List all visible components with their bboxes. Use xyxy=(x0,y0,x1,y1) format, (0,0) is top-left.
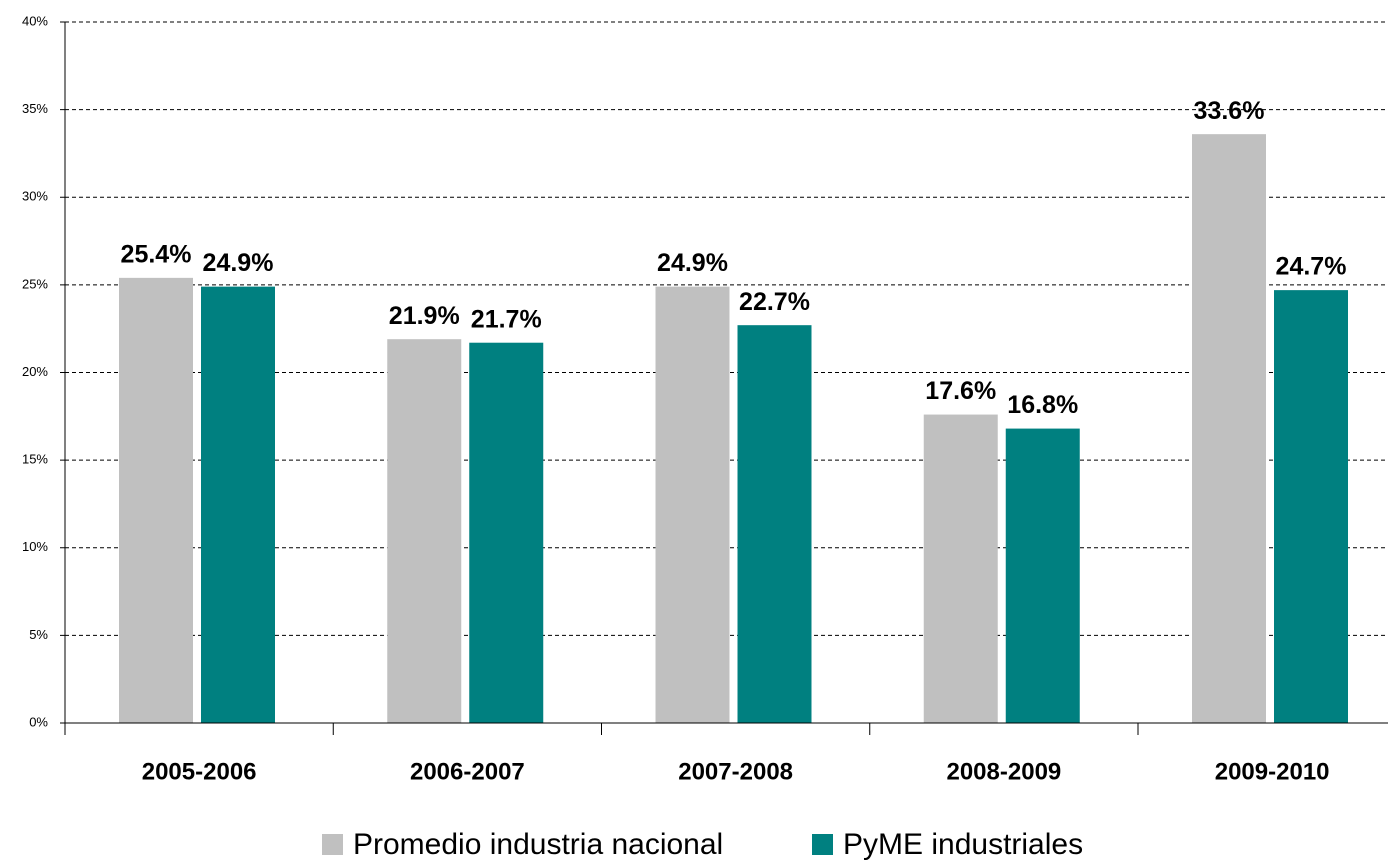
value-label: 17.6% xyxy=(925,377,996,405)
x-tick-label: 2007-2008 xyxy=(678,758,793,785)
y-tick-label: 10% xyxy=(22,539,48,554)
bar xyxy=(655,286,730,723)
bar xyxy=(1192,134,1266,723)
x-tick-label: 2005-2006 xyxy=(142,758,257,785)
value-label: 16.8% xyxy=(1007,391,1078,419)
bar xyxy=(1005,428,1080,723)
value-label: 24.9% xyxy=(657,249,728,277)
x-tick-label: 2009-2010 xyxy=(1215,758,1330,785)
y-tick-label: 20% xyxy=(22,364,48,379)
y-tick-label: 5% xyxy=(29,627,48,642)
value-label: 22.7% xyxy=(739,288,810,316)
bar xyxy=(923,414,998,723)
value-label: 21.9% xyxy=(389,302,460,330)
bar xyxy=(469,342,544,723)
x-tick-label: 2008-2009 xyxy=(946,758,1061,785)
bar xyxy=(201,286,275,723)
value-label: 21.7% xyxy=(471,305,542,333)
bar xyxy=(119,277,193,723)
bar xyxy=(737,325,812,723)
y-tick-label: 40% xyxy=(22,13,48,28)
value-label: 33.6% xyxy=(1194,97,1265,125)
value-label: 24.9% xyxy=(203,249,274,277)
x-tick-label: 2006-2007 xyxy=(410,758,525,785)
bar xyxy=(1274,290,1348,723)
y-tick-label: 25% xyxy=(22,276,48,291)
bar xyxy=(387,339,462,723)
legend-label: PyME industriales xyxy=(843,828,1083,861)
value-label: 24.7% xyxy=(1276,253,1347,281)
legend-label: Promedio industria nacional xyxy=(353,828,723,861)
legend-swatch xyxy=(322,834,343,855)
y-tick-label: 0% xyxy=(29,714,48,729)
value-label: 25.4% xyxy=(121,240,192,268)
y-tick-label: 35% xyxy=(22,101,48,116)
legend-swatch xyxy=(812,834,833,855)
y-tick-label: 30% xyxy=(22,189,48,204)
y-tick-label: 15% xyxy=(22,452,48,467)
